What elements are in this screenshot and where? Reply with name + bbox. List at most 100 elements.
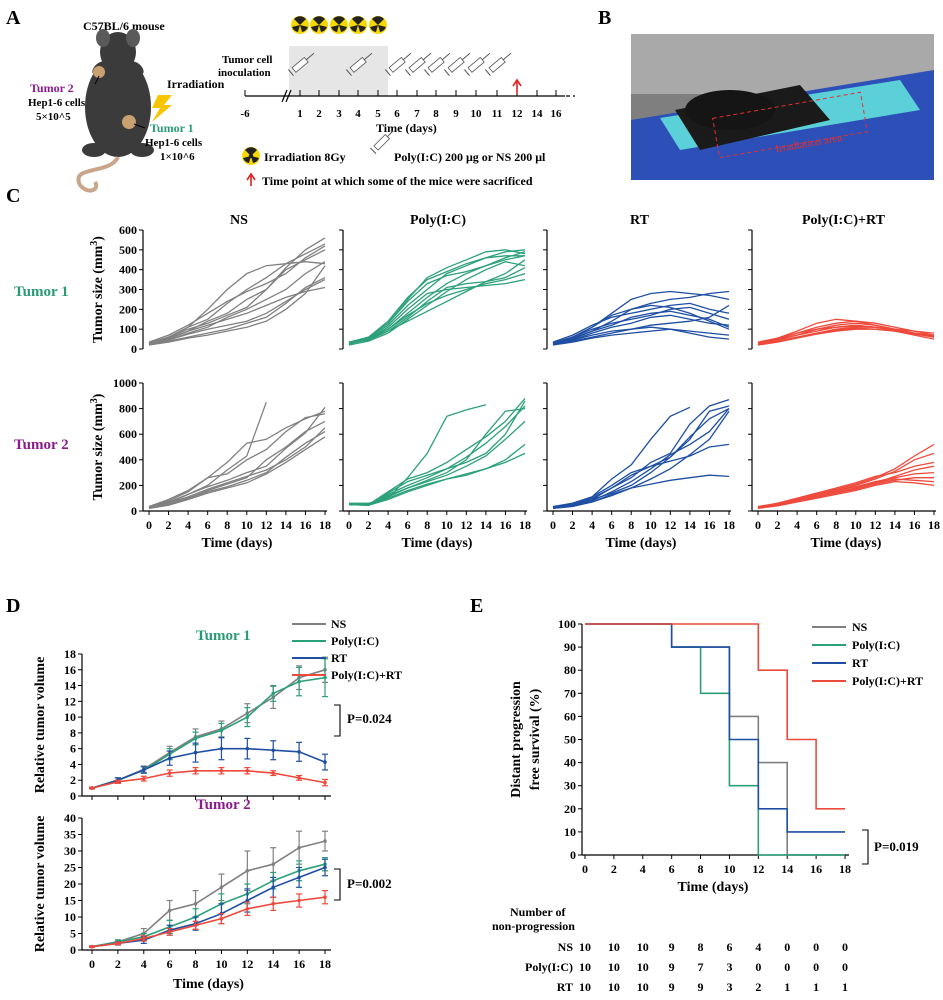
risk-count: 0 [784,940,790,954]
irradiation-icon [330,16,348,34]
mean-point [271,748,276,753]
timeline-tick-label: 14 [532,108,544,120]
x-tick-label: 8 [424,518,430,532]
x-tick-label: 10 [215,957,227,971]
mean-point [323,895,327,899]
mean-point [193,750,198,755]
irradiation-icons [291,16,387,34]
subject-growth-line [348,452,526,506]
mean-point [245,906,250,911]
mean-point [167,930,172,934]
risk-count: 6 [726,940,732,954]
syringe-barrel [408,56,426,73]
y-tick-label: 400 [119,453,137,467]
mean-volume-chart: 0 5 10 15 20 25 30 35 40 0 2 4 6 8 10 12 14 16 18 Time (day… [33,811,331,992]
y-tick-label: 30 [64,844,76,858]
mean-point [219,746,224,751]
subject-growth-line [552,408,730,510]
x-tick-label: 16 [299,518,311,532]
mean-point [90,786,94,790]
y-axis-title-line2: free survival (%) [528,688,543,790]
y-tick-label: 60 [564,709,576,723]
tumor2-count: 5×10^5 [36,111,71,123]
legend-label: Poly(I:C) [852,638,900,652]
timeline-tick-label: 1 [297,108,303,120]
mean-point [219,768,224,773]
mean-point [297,776,301,780]
subject-growth-line [552,306,730,344]
subject-growth-line [148,427,326,508]
syringe-icon [384,52,412,76]
risk-count: 10 [608,980,620,994]
syringe-needle [441,52,451,61]
y-tick-label: 8 [70,726,76,740]
panel-letter-b: B [598,7,611,29]
y-tick-label: 14 [64,679,76,693]
risk-count: 1 [813,980,819,994]
irradiation-icon [291,16,309,34]
panel-e: 0 10 20 30 40 50 60 70 80 90 100 0 2 4 6 8 10 12 14 16 18 Tim… [509,617,851,895]
panel-letter-d: D [6,595,20,617]
syringe-barrel [427,56,445,73]
risk-count: 9 [669,980,675,994]
subject-growth-line [348,278,526,345]
radiation-symbol [292,16,308,32]
x-tick-label: 0 [755,518,761,532]
y-tick-label: 0 [131,342,137,356]
y-axis-title: Tumor size (mm3) [89,236,106,343]
panel-letter-e: E [470,595,483,617]
legend-irradiation: Irradiation 8Gy [242,147,346,165]
syringe-plunger [345,69,352,76]
x-tick-label: 18 [319,957,331,971]
risk-count: 2 [755,980,761,994]
y-axis-title-close: ) [91,393,106,398]
y-tick-label: 12 [64,694,76,708]
mean-point [193,902,198,906]
x-tick-label: 18 [519,518,531,532]
subject-growth-line [148,431,326,509]
syringe-icon [404,52,432,76]
risk-count: 10 [637,960,649,974]
syringe-icon [463,52,491,76]
timeline-tick-label: 16 [551,108,563,120]
y-tick-label: 40 [64,811,76,825]
syringe-icon [423,52,451,76]
syringe-barrel [447,56,465,73]
syringe-needle [461,52,471,61]
x-axis-title: Time (days) [606,536,677,551]
subject-growth-line [552,398,730,509]
x-tick-label: 10 [241,518,253,532]
spaghetti-panel: 0 2 4 6 8 10 12 14 16 18 Time (days) [748,382,940,551]
subject-growth-line [348,267,526,345]
x-tick-label: 14 [480,518,492,532]
subject-growth-line [348,249,526,344]
mean-point [323,865,327,870]
d-title-tumor1: Tumor 1 [196,628,251,644]
timeline-tick-label: 12 [512,108,524,120]
x-tick-label: 4 [589,518,595,532]
risk-count: 9 [669,940,675,954]
inoculation-line2: inoculation [218,67,271,79]
risk-count: 3 [726,960,732,974]
syringe-plunger [443,69,450,76]
irradiation-icon [310,16,328,34]
mean-point [271,862,276,866]
tumor1-site [122,115,136,129]
subject-growth-line [348,397,526,506]
mean-point [323,780,327,785]
syringe-barrel [467,56,485,73]
x-tick-label: 10 [723,862,735,876]
legend-irradiation-text: Irradiation 8Gy [264,150,346,164]
mean-point [323,839,327,843]
irradiation-icon [349,16,367,34]
x-tick-label: 2 [366,518,372,532]
x-tick-label: 14 [889,518,901,532]
legend-label: RT [331,651,347,665]
risk-count: 10 [608,960,620,974]
x-axis-title: Time (days) [811,536,882,551]
syringe-plunger [484,69,491,76]
mean-point [141,768,146,772]
x-tick-label: 6 [405,518,411,532]
y-tick-label: 90 [564,640,576,654]
